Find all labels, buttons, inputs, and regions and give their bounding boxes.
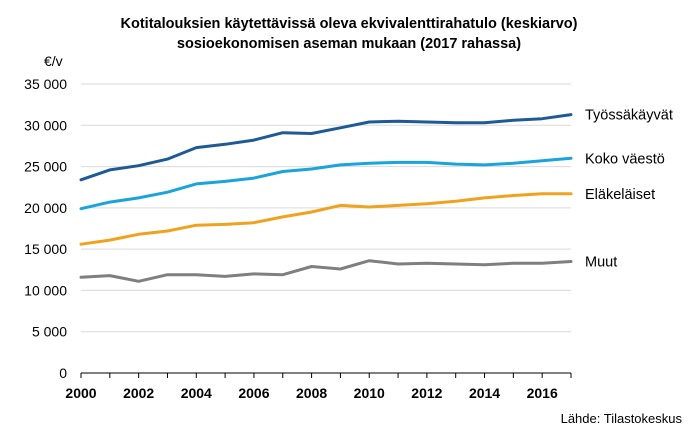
- x-tick-label: 2008: [296, 385, 327, 401]
- y-tick-label: 10 000: [24, 282, 67, 298]
- y-axis-unit-label: €/v: [44, 53, 63, 69]
- axes: 0 5 000 10 000 15 000 20 000 25 000 30 000 35 0…: [24, 76, 572, 401]
- y-tick-label: 35 000: [24, 76, 67, 92]
- series-label-1: Koko väestö: [585, 151, 665, 167]
- x-tick-label: 2002: [123, 385, 154, 401]
- source-note: Lähde: Tilastokeskus: [561, 411, 683, 426]
- y-tick-label: 0: [59, 365, 67, 381]
- chart-subtitle: sosioekonomisen aseman mukaan (2017 raha…: [177, 36, 521, 52]
- chart-title: Kotitalouksien käytettävissä oleva ekviv…: [121, 16, 578, 32]
- x-tick-label: 2010: [354, 385, 385, 401]
- x-tick-label: 2016: [527, 385, 558, 401]
- y-tick-label: 30 000: [24, 117, 67, 133]
- y-tick-label: 25 000: [24, 159, 67, 175]
- series-labels: Työssäkäyvät Koko väestö Eläkeläiset Muut: [585, 108, 673, 271]
- y-tick-label: 15 000: [24, 241, 67, 257]
- series-line-1: [79, 156, 573, 211]
- x-tick-label: 2004: [181, 385, 212, 401]
- x-tick-label: 2006: [238, 385, 269, 401]
- x-tick-label: 2012: [411, 385, 442, 401]
- series-line-2: [79, 192, 573, 246]
- x-tick-label: 2014: [469, 385, 500, 401]
- y-tick-label: 5 000: [32, 324, 67, 340]
- series-label-0: Työssäkäyvät: [585, 108, 673, 124]
- series-line-3: [79, 259, 573, 283]
- series-line-0: [79, 113, 573, 182]
- series-lines: [79, 113, 573, 283]
- series-label-2: Eläkeläiset: [585, 187, 655, 203]
- series-label-3: Muut: [585, 255, 617, 271]
- y-tick-label: 20 000: [24, 200, 67, 216]
- x-tick-label: 2000: [65, 385, 96, 401]
